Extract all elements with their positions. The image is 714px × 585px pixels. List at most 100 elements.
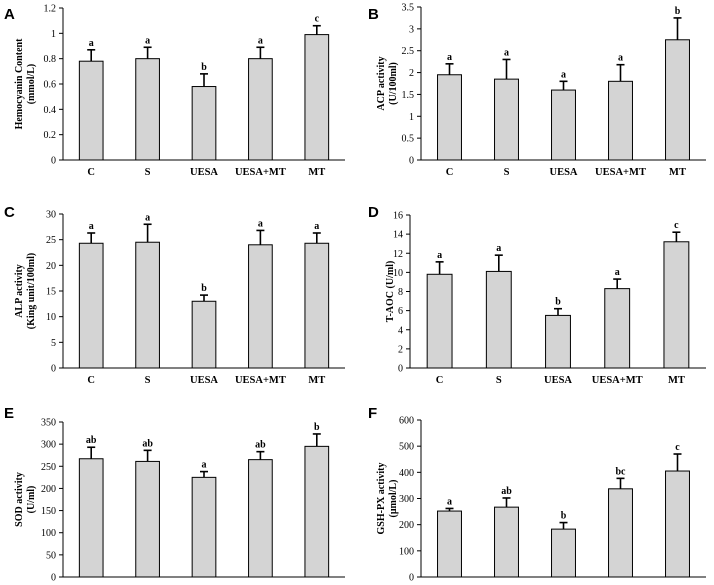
category-label: S — [145, 167, 151, 178]
bar — [665, 39, 690, 161]
bar — [437, 510, 462, 578]
bar — [248, 58, 273, 161]
y-tick-label: 1.2 — [44, 4, 57, 15]
category-label: C — [436, 375, 444, 386]
y-tick-label: 2 — [409, 68, 414, 79]
bar — [551, 89, 576, 161]
significance-label: b — [561, 511, 567, 522]
panel-a: A 0 0.2 0.4 0.6 0.8 1 1.2 Hemocyanin Content (mmo… — [4, 4, 345, 178]
significance-label: a — [437, 250, 442, 261]
category-label: C — [87, 375, 95, 386]
bar — [437, 74, 462, 161]
bar — [485, 270, 512, 369]
category-label: S — [504, 167, 510, 178]
y-axis-label: ACP activity — [376, 56, 387, 110]
significance-label: a — [561, 69, 566, 80]
bar — [663, 241, 690, 369]
panel-c: C 0 5 10 15 20 25 30 ALP activity (King unit/100m… — [4, 204, 345, 386]
y-axis-label: ALP activity — [14, 264, 25, 318]
y-tick-label: 0 — [51, 156, 56, 167]
significance-label: c — [675, 442, 680, 453]
y-tick-label: 350 — [41, 418, 56, 429]
y-tick-label: 300 — [399, 494, 414, 505]
y-tick-label: 0.4 — [44, 105, 57, 116]
category-label: UESA — [190, 167, 218, 178]
bar — [665, 470, 690, 578]
category-label: UESA — [544, 375, 572, 386]
y-tick-label: 3.5 — [402, 3, 415, 14]
y-tick-label: 14 — [393, 230, 403, 241]
category-label: S — [145, 375, 151, 386]
y-tick-label: 500 — [399, 442, 414, 453]
y-tick-label: 0.8 — [44, 54, 57, 65]
y-tick-label: 200 — [41, 484, 56, 495]
significance-label: c — [315, 14, 320, 25]
category-label: MT — [668, 375, 685, 386]
significance-label: a — [258, 218, 263, 229]
category-label: UESA+MT — [595, 167, 646, 178]
significance-label: a — [145, 212, 150, 223]
significance-label: a — [89, 38, 94, 49]
category-label: UESA+MT — [592, 375, 643, 386]
significance-label: b — [555, 297, 561, 308]
bar — [304, 34, 330, 161]
significance-label: a — [145, 35, 150, 46]
y-tick-label: 100 — [41, 528, 56, 539]
y-tick-label: 1 — [51, 29, 56, 40]
y-axis-label: (King unit/100ml) — [26, 253, 37, 329]
y-axis-label: GSH-PX activity — [376, 463, 387, 535]
bar — [551, 528, 576, 578]
y-tick-label: 1.5 — [402, 90, 415, 101]
y-tick-label: 3 — [409, 24, 414, 35]
significance-label: ab — [142, 438, 153, 449]
y-tick-label: 0 — [409, 156, 414, 167]
y-axis-label: (U/100ml) — [388, 62, 399, 105]
y-axis-label: (U/ml) — [26, 486, 37, 514]
category-label: C — [446, 167, 454, 178]
y-tick-label: 12 — [393, 249, 403, 260]
significance-label: ab — [501, 486, 512, 497]
significance-label: a — [447, 52, 452, 63]
significance-label: a — [615, 267, 620, 278]
y-tick-label: 200 — [399, 520, 414, 531]
bar — [608, 80, 633, 161]
significance-label: b — [201, 62, 207, 73]
y-axis-label: (μmol/L) — [388, 480, 399, 518]
panel-d: D 0 2 4 6 8 10 12 14 16 T-AOC (U/ml) a Ca Sb UESA a UESA… — [368, 204, 706, 386]
category-label: UESA — [549, 167, 577, 178]
y-tick-label: 1 — [409, 112, 414, 123]
panel-letter: D — [368, 204, 379, 221]
significance-label: a — [447, 496, 452, 507]
category-label: UESA — [190, 375, 218, 386]
significance-label: c — [674, 220, 679, 231]
bar — [191, 86, 217, 161]
bar — [426, 273, 453, 369]
significance-label: a — [89, 221, 94, 232]
significance-label: ab — [86, 435, 97, 446]
panel-letter: E — [4, 405, 14, 422]
y-tick-label: 2 — [398, 344, 403, 355]
y-tick-label: 150 — [41, 506, 56, 517]
bar — [604, 288, 631, 369]
y-axis-label: SOD activity — [14, 472, 25, 527]
significance-label: b — [201, 283, 207, 294]
category-label: UESA+MT — [235, 167, 286, 178]
significance-label: a — [618, 53, 623, 64]
bar — [78, 458, 104, 578]
bar — [78, 242, 104, 369]
significance-label: a — [496, 243, 501, 254]
significance-label: a — [258, 35, 263, 46]
significance-label: a — [504, 47, 509, 58]
bar — [304, 445, 330, 578]
y-tick-label: 2.5 — [402, 46, 415, 57]
y-tick-label: 25 — [46, 235, 56, 246]
category-label: S — [496, 375, 502, 386]
bar — [494, 78, 519, 161]
significance-label: ab — [255, 440, 266, 451]
category-label: UESA+MT — [235, 375, 286, 386]
bar — [494, 506, 519, 578]
panel-letter: A — [4, 6, 15, 23]
y-tick-label: 0 — [51, 573, 56, 584]
bar — [608, 488, 633, 578]
